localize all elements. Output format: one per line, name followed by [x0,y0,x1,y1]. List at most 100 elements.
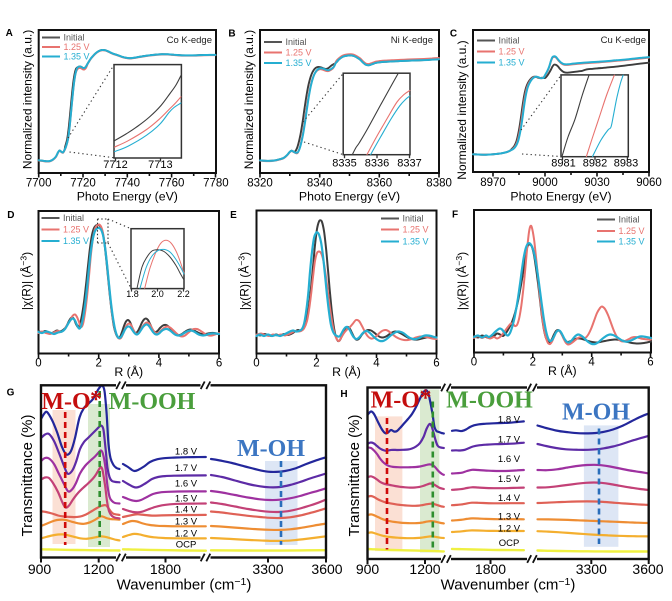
svg-text:1200: 1200 [83,561,114,577]
svg-text:0: 0 [35,358,41,370]
svg-text:C: C [450,29,457,40]
svg-text:Photo Energy (eV): Photo Energy (eV) [510,190,611,204]
svg-text:Normalized intensity (a.u.): Normalized intensity (a.u.) [21,30,35,169]
svg-text:1.3 V: 1.3 V [498,511,521,522]
svg-text:7713: 7713 [148,159,172,171]
svg-text:M-O: M-O [41,389,90,415]
svg-text:Normalized intensity (a.u.): Normalized intensity (a.u.) [242,30,256,169]
svg-text:|χ(R)| (Å−3): |χ(R)| (Å−3) [19,252,34,310]
svg-text:8360: 8360 [367,178,393,190]
svg-text:1.35 V: 1.35 V [286,58,312,68]
svg-text:Initial: Initial [403,214,424,224]
svg-text:1.5 V: 1.5 V [498,474,521,485]
svg-text:8380: 8380 [426,178,452,190]
svg-text:8340: 8340 [307,178,333,190]
svg-text:Co K-edge: Co K-edge [167,35,212,46]
svg-text:1.2 V: 1.2 V [175,528,198,539]
svg-text:1.25 V: 1.25 V [286,48,312,58]
svg-text:1.35 V: 1.35 V [63,236,89,246]
svg-text:1.8: 1.8 [126,289,139,299]
svg-text:7700: 7700 [26,178,52,190]
svg-text:1.35 V: 1.35 V [403,237,429,247]
svg-text:2.0: 2.0 [151,289,164,299]
svg-text:7712: 7712 [103,159,127,171]
svg-text:H: H [340,389,347,400]
svg-text:4: 4 [588,357,595,369]
svg-text:OCP: OCP [499,538,520,549]
svg-text:1.25 V: 1.25 V [499,47,525,57]
svg-text:1.4 V: 1.4 V [175,504,198,515]
svg-text:1.25 V: 1.25 V [403,225,429,235]
svg-text:Ni K-edge: Ni K-edge [391,35,433,46]
svg-text:8320: 8320 [247,178,273,190]
svg-text:Photo Energy (eV): Photo Energy (eV) [77,190,178,204]
svg-text:900: 900 [356,561,380,577]
svg-text:R (Å): R (Å) [114,364,143,379]
svg-text:0: 0 [253,358,259,370]
svg-text:6: 6 [433,358,439,370]
svg-text:900: 900 [28,561,52,577]
svg-text:8335: 8335 [332,158,356,170]
svg-text:1800: 1800 [150,561,181,577]
svg-text:A: A [6,28,13,39]
svg-text:7780: 7780 [203,178,229,190]
svg-text:Initial: Initial [63,213,84,223]
svg-text:9060: 9060 [636,177,662,189]
svg-text:*: * [420,386,432,412]
svg-text:Normalized intensity (a.u.): Normalized intensity (a.u.) [455,40,469,179]
svg-text:1800: 1800 [475,561,506,577]
svg-text:R (Å): R (Å) [332,364,361,379]
svg-text:8981: 8981 [551,158,575,170]
svg-text:G: G [7,388,15,399]
svg-text:6: 6 [216,358,222,370]
svg-text:F: F [452,210,458,221]
svg-text:3300: 3300 [252,561,283,577]
svg-text:9030: 9030 [584,177,610,189]
svg-text:|χ(R)| (Å−3): |χ(R)| (Å−3) [237,252,252,310]
svg-text:1.25 V: 1.25 V [63,225,89,235]
svg-text:B: B [228,28,235,39]
svg-text:M-O: M-O [371,388,420,414]
svg-text:Initial: Initial [286,37,307,47]
svg-text:7720: 7720 [70,178,96,190]
svg-text:M-OH: M-OH [562,400,630,426]
svg-text:2: 2 [313,358,319,370]
svg-text:Photo Energy (eV): Photo Energy (eV) [299,190,400,204]
svg-text:3300: 3300 [576,561,607,577]
svg-text:1.5 V: 1.5 V [175,493,198,504]
svg-text:3600: 3600 [632,561,663,577]
svg-text:8983: 8983 [614,158,638,170]
svg-text:Transmittance (%): Transmittance (%) [346,415,363,537]
svg-text:4: 4 [156,358,163,370]
svg-text:*: * [90,387,102,413]
svg-text:Wavenumber (cm−1): Wavenumber (cm−1) [441,576,576,594]
svg-text:2.2: 2.2 [177,289,190,299]
svg-text:2: 2 [530,357,536,369]
svg-text:OCP: OCP [176,539,197,550]
svg-text:7740: 7740 [115,178,141,190]
svg-text:1.6 V: 1.6 V [175,478,198,489]
svg-text:1.35 V: 1.35 V [499,58,525,68]
svg-text:8970: 8970 [480,177,506,189]
svg-text:6: 6 [647,357,653,369]
svg-text:1.25 V: 1.25 V [619,226,645,236]
svg-text:8337: 8337 [397,158,421,170]
svg-text:3600: 3600 [311,561,342,577]
svg-text:1.35 V: 1.35 V [619,237,645,247]
svg-text:1.35 V: 1.35 V [64,52,90,62]
svg-text:1.6 V: 1.6 V [498,454,521,465]
svg-text:M-OOH: M-OOH [109,389,196,415]
svg-text:R (Å): R (Å) [548,363,577,378]
svg-text:E: E [230,210,237,221]
svg-text:D: D [7,210,14,221]
svg-text:Initial: Initial [499,36,520,46]
svg-text:Wavenumber (cm−1): Wavenumber (cm−1) [117,576,252,594]
svg-text:Initial: Initial [64,33,85,43]
svg-text:1200: 1200 [409,561,440,577]
svg-text:4: 4 [373,358,380,370]
svg-text:1.7 V: 1.7 V [498,434,521,445]
svg-text:1.7 V: 1.7 V [175,463,198,474]
svg-text:1.8 V: 1.8 V [498,414,521,425]
svg-text:M-OH: M-OH [237,436,305,462]
svg-text:1.2 V: 1.2 V [498,523,521,534]
